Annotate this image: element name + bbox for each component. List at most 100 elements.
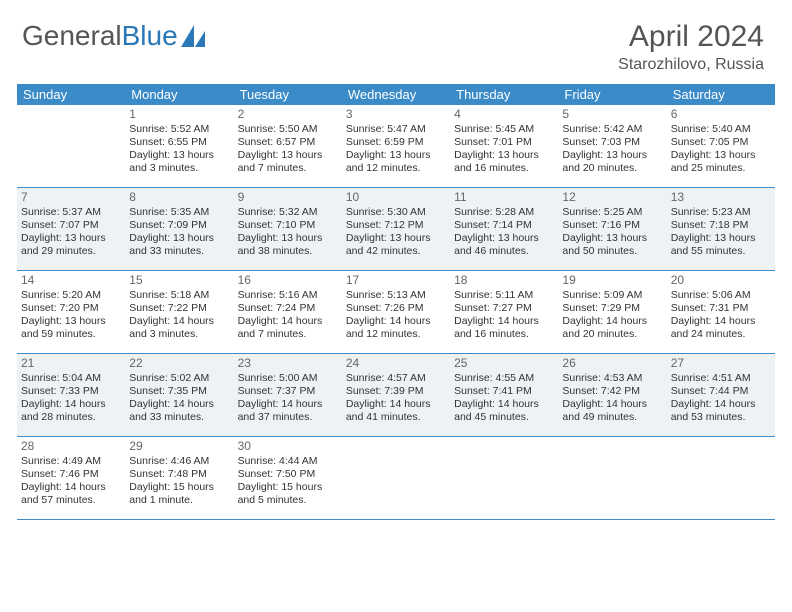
day-info-line: Daylight: 13 hours bbox=[671, 149, 771, 162]
day-info-line: Sunrise: 5:11 AM bbox=[454, 289, 554, 302]
day-cell: 30Sunrise: 4:44 AMSunset: 7:50 PMDayligh… bbox=[234, 437, 342, 519]
day-info-line: Sunset: 7:46 PM bbox=[21, 468, 121, 481]
day-info-line: and 33 minutes. bbox=[129, 245, 229, 258]
day-info-line: Sunset: 7:09 PM bbox=[129, 219, 229, 232]
day-info-line: and 5 minutes. bbox=[238, 494, 338, 507]
day-info-line: Sunrise: 5:04 AM bbox=[21, 372, 121, 385]
day-number: 19 bbox=[562, 273, 662, 288]
day-cell: 27Sunrise: 4:51 AMSunset: 7:44 PMDayligh… bbox=[667, 354, 775, 436]
day-info-line: Daylight: 14 hours bbox=[671, 398, 771, 411]
calendar: SundayMondayTuesdayWednesdayThursdayFrid… bbox=[17, 84, 775, 520]
day-info-line: Daylight: 14 hours bbox=[454, 315, 554, 328]
week-row: 14Sunrise: 5:20 AMSunset: 7:20 PMDayligh… bbox=[17, 271, 775, 354]
day-info-line: and 46 minutes. bbox=[454, 245, 554, 258]
day-info-line: Daylight: 13 hours bbox=[21, 315, 121, 328]
day-info-line: Daylight: 14 hours bbox=[454, 398, 554, 411]
day-info-line: Daylight: 13 hours bbox=[346, 149, 446, 162]
day-cell: 5Sunrise: 5:42 AMSunset: 7:03 PMDaylight… bbox=[558, 105, 666, 187]
day-info-line: and 37 minutes. bbox=[238, 411, 338, 424]
day-number: 28 bbox=[21, 439, 121, 454]
dow-cell: Sunday bbox=[17, 84, 125, 105]
weeks-container: . 1Sunrise: 5:52 AMSunset: 6:55 PMDayligh… bbox=[17, 105, 775, 520]
day-info-line: Sunrise: 5:42 AM bbox=[562, 123, 662, 136]
day-number: 3 bbox=[346, 107, 446, 122]
day-info-line: and 33 minutes. bbox=[129, 411, 229, 424]
day-cell: 4Sunrise: 5:45 AMSunset: 7:01 PMDaylight… bbox=[450, 105, 558, 187]
title-block: April 2024 Starozhilovo, Russia bbox=[618, 20, 764, 74]
day-info-line: Daylight: 13 hours bbox=[671, 232, 771, 245]
day-number: 13 bbox=[671, 190, 771, 205]
day-info-line: Sunset: 7:33 PM bbox=[21, 385, 121, 398]
day-number: 12 bbox=[562, 190, 662, 205]
day-info-line: Sunrise: 5:30 AM bbox=[346, 206, 446, 219]
day-number: 1 bbox=[129, 107, 229, 122]
logo: GeneralBlue bbox=[22, 20, 207, 52]
logo-text-blue: Blue bbox=[122, 20, 178, 52]
day-info-line: Sunset: 7:24 PM bbox=[238, 302, 338, 315]
day-info-line: Daylight: 14 hours bbox=[346, 315, 446, 328]
day-info-line: Daylight: 13 hours bbox=[21, 232, 121, 245]
day-cell: 3Sunrise: 5:47 AMSunset: 6:59 PMDaylight… bbox=[342, 105, 450, 187]
day-cell: 10Sunrise: 5:30 AMSunset: 7:12 PMDayligh… bbox=[342, 188, 450, 270]
day-info-line: Sunrise: 5:28 AM bbox=[454, 206, 554, 219]
day-info-line: Sunrise: 5:16 AM bbox=[238, 289, 338, 302]
day-info-line: and 42 minutes. bbox=[346, 245, 446, 258]
day-info-line: Sunrise: 4:53 AM bbox=[562, 372, 662, 385]
day-number: 4 bbox=[454, 107, 554, 122]
day-info-line: Sunset: 7:16 PM bbox=[562, 219, 662, 232]
day-cell: 1Sunrise: 5:52 AMSunset: 6:55 PMDaylight… bbox=[125, 105, 233, 187]
day-info-line: and 7 minutes. bbox=[238, 162, 338, 175]
day-number: 22 bbox=[129, 356, 229, 371]
day-info-line: and 53 minutes. bbox=[671, 411, 771, 424]
day-cell: 9Sunrise: 5:32 AMSunset: 7:10 PMDaylight… bbox=[234, 188, 342, 270]
day-cell: 6Sunrise: 5:40 AMSunset: 7:05 PMDaylight… bbox=[667, 105, 775, 187]
day-number: 14 bbox=[21, 273, 121, 288]
day-info-line: Daylight: 13 hours bbox=[346, 232, 446, 245]
day-cell: . bbox=[558, 437, 666, 519]
day-info-line: Sunset: 7:39 PM bbox=[346, 385, 446, 398]
dow-cell: Wednesday bbox=[342, 84, 450, 105]
day-info-line: Daylight: 14 hours bbox=[21, 398, 121, 411]
dow-cell: Thursday bbox=[450, 84, 558, 105]
day-info-line: Sunset: 7:20 PM bbox=[21, 302, 121, 315]
day-cell: 11Sunrise: 5:28 AMSunset: 7:14 PMDayligh… bbox=[450, 188, 558, 270]
day-info-line: Sunrise: 5:02 AM bbox=[129, 372, 229, 385]
day-number: 27 bbox=[671, 356, 771, 371]
day-cell: 28Sunrise: 4:49 AMSunset: 7:46 PMDayligh… bbox=[17, 437, 125, 519]
day-number: 7 bbox=[21, 190, 121, 205]
day-info-line: Daylight: 13 hours bbox=[454, 149, 554, 162]
day-info-line: and 38 minutes. bbox=[238, 245, 338, 258]
day-info-line: Sunset: 7:14 PM bbox=[454, 219, 554, 232]
day-info-line: and 20 minutes. bbox=[562, 162, 662, 175]
day-info-line: Sunrise: 4:44 AM bbox=[238, 455, 338, 468]
day-info-line: and 16 minutes. bbox=[454, 328, 554, 341]
day-info-line: Sunrise: 4:57 AM bbox=[346, 372, 446, 385]
day-info-line: Daylight: 13 hours bbox=[562, 232, 662, 245]
day-info-line: and 29 minutes. bbox=[21, 245, 121, 258]
day-number: 11 bbox=[454, 190, 554, 205]
week-row: .1Sunrise: 5:52 AMSunset: 6:55 PMDayligh… bbox=[17, 105, 775, 188]
day-info-line: Sunrise: 5:13 AM bbox=[346, 289, 446, 302]
day-info-line: Sunset: 7:31 PM bbox=[671, 302, 771, 315]
day-cell: 21Sunrise: 5:04 AMSunset: 7:33 PMDayligh… bbox=[17, 354, 125, 436]
day-info-line: and 1 minute. bbox=[129, 494, 229, 507]
day-info-line: Sunrise: 5:09 AM bbox=[562, 289, 662, 302]
day-info-line: and 16 minutes. bbox=[454, 162, 554, 175]
day-info-line: Sunset: 7:05 PM bbox=[671, 136, 771, 149]
day-cell: 19Sunrise: 5:09 AMSunset: 7:29 PMDayligh… bbox=[558, 271, 666, 353]
day-info-line: Daylight: 14 hours bbox=[238, 398, 338, 411]
day-info-line: Daylight: 13 hours bbox=[129, 232, 229, 245]
day-info-line: and 25 minutes. bbox=[671, 162, 771, 175]
day-info-line: and 50 minutes. bbox=[562, 245, 662, 258]
day-number: 6 bbox=[671, 107, 771, 122]
day-info-line: Sunset: 7:03 PM bbox=[562, 136, 662, 149]
day-cell: . bbox=[667, 437, 775, 519]
day-info-line: and 3 minutes. bbox=[129, 328, 229, 341]
day-info-line: Sunset: 7:37 PM bbox=[238, 385, 338, 398]
day-info-line: Sunset: 7:29 PM bbox=[562, 302, 662, 315]
day-info-line: Daylight: 13 hours bbox=[129, 149, 229, 162]
day-cell: 2Sunrise: 5:50 AMSunset: 6:57 PMDaylight… bbox=[234, 105, 342, 187]
day-cell: 24Sunrise: 4:57 AMSunset: 7:39 PMDayligh… bbox=[342, 354, 450, 436]
day-info-line: Sunrise: 5:52 AM bbox=[129, 123, 229, 136]
day-info-line: Daylight: 13 hours bbox=[238, 232, 338, 245]
